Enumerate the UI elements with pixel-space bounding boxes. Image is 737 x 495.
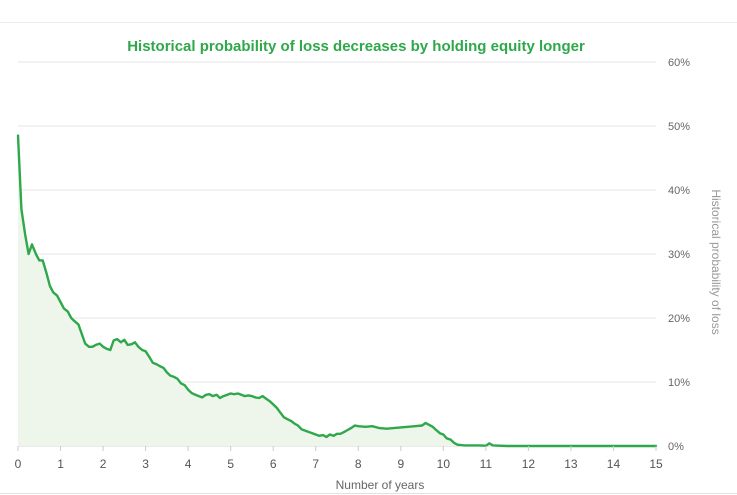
y-tick-label: 0% — [668, 441, 684, 453]
x-tick-label: 2 — [100, 457, 107, 471]
x-tick-label: 12 — [522, 457, 536, 471]
loss-area — [18, 135, 656, 446]
y-tick-label: 50% — [668, 121, 690, 133]
x-tick-label: 11 — [480, 457, 493, 471]
x-tick-label: 13 — [564, 457, 578, 471]
y-axis-ticks: 0% 10% 20% 30% 40% 50% 60% — [668, 57, 690, 453]
x-tick-label: 3 — [142, 457, 149, 471]
y-tick-label: 40% — [668, 185, 690, 197]
x-tick-label: 0 — [15, 457, 22, 471]
loss-series — [16, 134, 658, 448]
x-tick-label: 9 — [397, 457, 404, 471]
x-tick-label: 14 — [607, 457, 621, 471]
chart-title: Historical probability of loss decreases… — [127, 38, 585, 55]
y-axis-title: Historical probability of loss — [709, 189, 723, 334]
x-tick-label: 6 — [270, 457, 277, 471]
loss-area-fill — [18, 135, 656, 446]
x-axis-ticks: 0 1 2 3 4 5 6 7 8 9 10 11 12 13 14 15 — [15, 446, 663, 471]
x-tick-label: 7 — [312, 457, 319, 471]
x-tick-label: 15 — [649, 457, 663, 471]
y-tick-label: 10% — [668, 377, 690, 389]
loss-series-line — [16, 134, 658, 448]
x-tick-label: 10 — [437, 457, 451, 471]
x-tick-label: 1 — [57, 457, 64, 471]
top-divider — [0, 22, 737, 23]
x-axis-title: Number of years — [336, 478, 425, 492]
y-tick-label: 30% — [668, 249, 690, 261]
y-tick-label: 20% — [668, 313, 690, 325]
bottom-divider — [0, 493, 737, 494]
x-tick-label: 4 — [185, 457, 192, 471]
y-tick-label: 60% — [668, 57, 690, 69]
x-tick-label: 8 — [355, 457, 362, 471]
x-tick-label: 5 — [227, 457, 234, 471]
